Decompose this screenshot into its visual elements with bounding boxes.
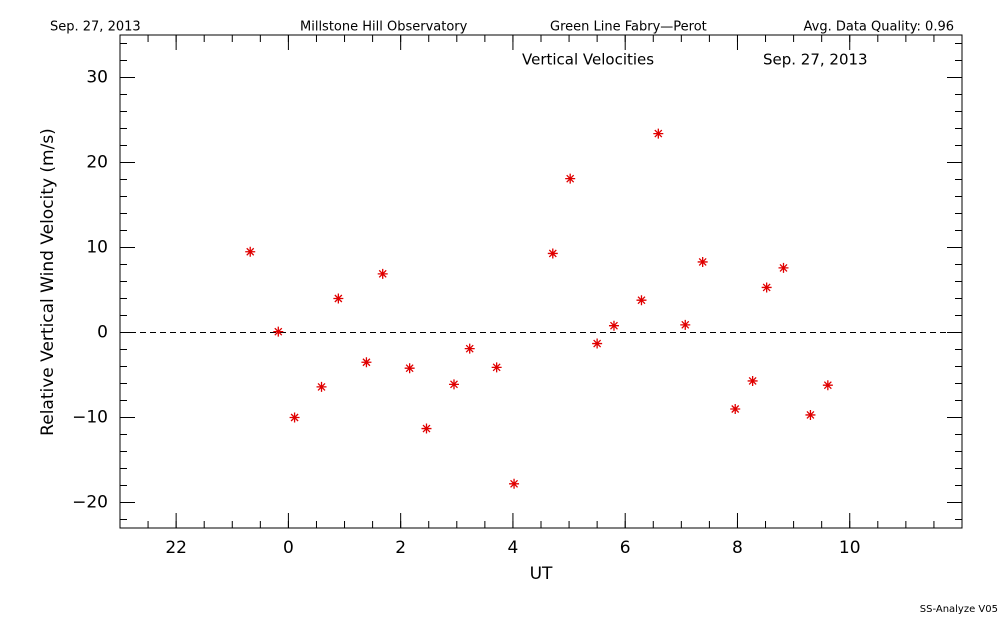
data-point [245, 246, 256, 257]
data-point [730, 404, 741, 414]
data-point [565, 173, 576, 184]
data-point [361, 357, 372, 368]
data-point [653, 128, 664, 139]
chart-title: Vertical Velocities [522, 51, 654, 69]
data-point [421, 423, 432, 434]
data-point [680, 319, 691, 330]
data-point [761, 282, 772, 293]
y-tick-label: 0 [97, 323, 108, 343]
x-tick-label: 0 [283, 538, 294, 558]
header-observatory: Millstone Hill Observatory [300, 20, 468, 35]
header-instrument: Green Line Fabry—Perot [550, 20, 707, 35]
y-tick-label: 20 [86, 153, 108, 173]
data-point [636, 295, 647, 306]
x-tick-label: 22 [165, 538, 187, 558]
y-tick-label: 30 [86, 68, 108, 88]
x-axis-label: UT [530, 564, 553, 584]
footer: SS-Analyze V05 [920, 604, 998, 615]
x-tick-label: 6 [620, 538, 631, 558]
data-point [289, 412, 300, 423]
plot-frame [119, 34, 963, 529]
x-tick-label: 10 [839, 538, 861, 558]
chart-subtitle: Sep. 27, 2013 [763, 51, 868, 69]
data-point [509, 478, 520, 489]
x-tick-label: 4 [508, 538, 519, 558]
data-point [592, 338, 603, 349]
data-point [547, 248, 558, 259]
data-point [778, 262, 789, 273]
data-point [697, 256, 708, 267]
x-tick-label: 8 [732, 538, 743, 558]
x-tick-label: 2 [395, 538, 406, 558]
data-point [491, 362, 502, 373]
data-point [404, 363, 415, 374]
data-point [316, 381, 327, 392]
y-tick-label: −20 [72, 493, 108, 513]
header-date: Sep. 27, 2013 [50, 20, 141, 35]
y-tick-label: −10 [72, 408, 108, 428]
data-point [464, 343, 475, 354]
data-point [333, 293, 344, 304]
y-tick-label: 10 [86, 238, 108, 258]
data-point [608, 320, 619, 331]
data-point [747, 375, 758, 386]
y-axis-label: Relative Vertical Wind Velocity (m/s) [38, 128, 58, 436]
data-point [448, 379, 459, 390]
data-point [805, 409, 816, 420]
data-point [822, 380, 833, 391]
data-point [273, 326, 284, 337]
header-quality: Avg. Data Quality: 0.96 [804, 20, 954, 35]
data-point [377, 268, 388, 279]
